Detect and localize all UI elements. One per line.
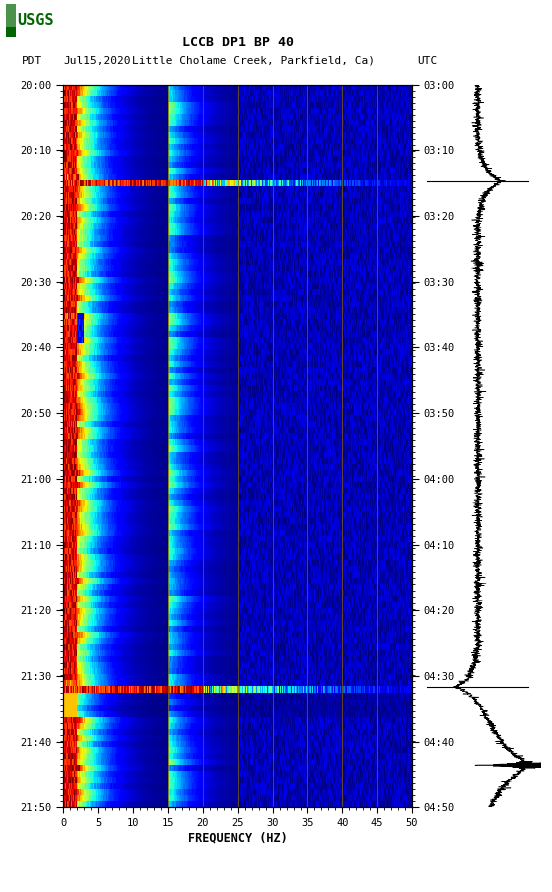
Text: Jul15,2020: Jul15,2020 <box>63 55 131 66</box>
Bar <box>6 4 16 28</box>
Text: PDT: PDT <box>22 55 43 66</box>
Bar <box>6 4 16 37</box>
Text: USGS: USGS <box>17 13 54 28</box>
Text: UTC: UTC <box>417 55 437 66</box>
X-axis label: FREQUENCY (HZ): FREQUENCY (HZ) <box>188 832 288 845</box>
Text: LCCB DP1 BP 40: LCCB DP1 BP 40 <box>182 37 294 49</box>
Text: Little Cholame Creek, Parkfield, Ca): Little Cholame Creek, Parkfield, Ca) <box>132 55 375 66</box>
